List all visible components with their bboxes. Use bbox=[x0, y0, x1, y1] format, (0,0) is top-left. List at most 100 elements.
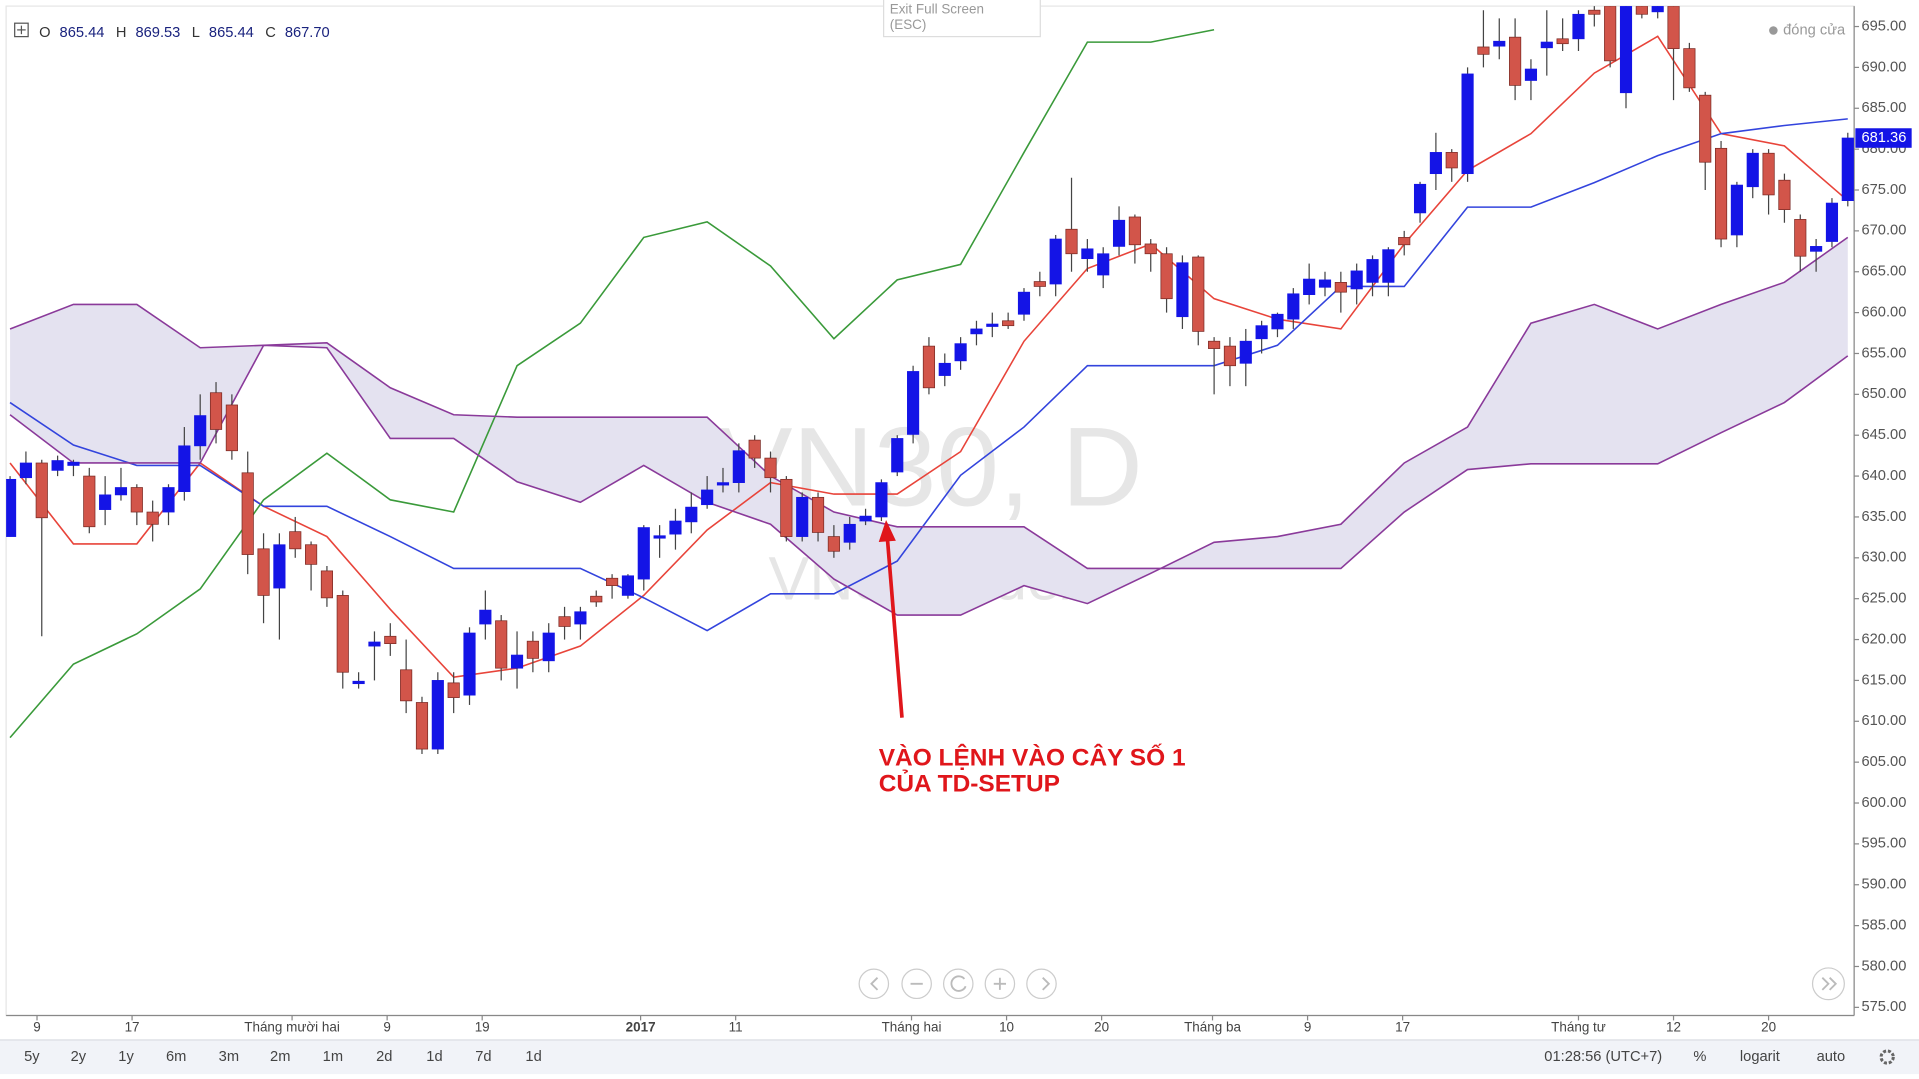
range-button[interactable]: 5y bbox=[24, 1049, 40, 1065]
y-tick-label: 690.00 bbox=[1861, 59, 1906, 75]
candle-body bbox=[954, 343, 967, 362]
y-tick-label: 605.00 bbox=[1861, 754, 1906, 770]
candle-body bbox=[685, 506, 698, 523]
candle-body bbox=[1049, 238, 1062, 285]
candle-body bbox=[1017, 291, 1031, 315]
exit-text[interactable]: Exit Full Screen bbox=[890, 1, 984, 16]
range-button[interactable]: 2m bbox=[270, 1049, 290, 1065]
candle-body bbox=[1604, 6, 1617, 62]
candle-body bbox=[732, 450, 745, 483]
clock: 01:28:56 (UTC+7) bbox=[1544, 1049, 1662, 1065]
y-tick-label: 645.00 bbox=[1861, 427, 1906, 443]
candle-body bbox=[1097, 253, 1110, 276]
range-button[interactable]: 3m bbox=[219, 1049, 239, 1065]
indicator-line bbox=[9, 303, 1849, 570]
candle-body bbox=[716, 482, 730, 486]
candle-body bbox=[1635, 6, 1648, 15]
candle-body bbox=[1810, 246, 1823, 252]
x-tick-label: 11 bbox=[729, 1019, 743, 1034]
range-button[interactable]: 7d bbox=[475, 1049, 491, 1065]
exit-box[interactable] bbox=[883, 0, 1041, 38]
candle-body bbox=[1683, 48, 1696, 89]
range-button[interactable]: 1m bbox=[323, 1049, 343, 1065]
candle-body bbox=[1002, 320, 1015, 327]
range-button[interactable]: 2d bbox=[376, 1049, 392, 1065]
candle-body bbox=[938, 362, 951, 376]
reset-button[interactable] bbox=[942, 968, 974, 1000]
candle-body bbox=[19, 462, 32, 479]
candle-body bbox=[1366, 259, 1379, 283]
auto-toggle[interactable]: auto bbox=[1817, 1049, 1846, 1065]
candle-body bbox=[99, 494, 112, 510]
y-tick-label: 640.00 bbox=[1861, 468, 1906, 484]
candle-body bbox=[1509, 36, 1522, 86]
candle-body bbox=[1477, 46, 1490, 55]
candle-body bbox=[764, 457, 777, 479]
candle-body bbox=[495, 620, 508, 669]
candle-body bbox=[1556, 38, 1569, 45]
candle-body bbox=[1730, 184, 1743, 236]
candle-body bbox=[178, 445, 191, 492]
candle-body bbox=[1176, 262, 1189, 318]
x-tick-label: 19 bbox=[475, 1019, 490, 1034]
button-icons bbox=[870, 977, 1838, 991]
candle-body bbox=[780, 478, 793, 537]
indicator-line bbox=[9, 29, 1215, 739]
range-button[interactable]: 6m bbox=[166, 1049, 186, 1065]
y-tick-label: 695.00 bbox=[1861, 18, 1906, 34]
x-tick-label: 12 bbox=[1666, 1019, 1681, 1034]
candle-body bbox=[590, 595, 603, 603]
candle-body bbox=[1208, 340, 1221, 349]
x-tick-label: 9 bbox=[33, 1019, 40, 1034]
candle-body bbox=[510, 654, 524, 669]
indicator-line bbox=[9, 35, 1849, 679]
scroll-right-button[interactable] bbox=[1026, 968, 1057, 1000]
candle-body bbox=[1667, 6, 1680, 49]
candle-body bbox=[257, 548, 270, 596]
settings-button[interactable] bbox=[1879, 1049, 1895, 1065]
range-button[interactable]: 1d bbox=[525, 1049, 541, 1065]
candle-body bbox=[1540, 41, 1553, 49]
y-tick-label: 615.00 bbox=[1861, 672, 1906, 688]
range-button[interactable]: 1y bbox=[118, 1049, 134, 1065]
candle-body bbox=[748, 439, 761, 459]
candle-body bbox=[1350, 270, 1363, 290]
candle-body bbox=[1192, 256, 1205, 332]
candle-body bbox=[1794, 219, 1807, 257]
x-tick-label: 20 bbox=[1094, 1019, 1109, 1034]
zoom-controls bbox=[858, 967, 1845, 1001]
candle-body bbox=[827, 536, 840, 552]
ohlc-header: O 865.44 H 869.53 L 865.44 C 867.70 bbox=[14, 22, 330, 41]
candle-body bbox=[130, 487, 143, 513]
toolbar bbox=[0, 1039, 1919, 1075]
candle-body bbox=[970, 328, 983, 335]
candle-body bbox=[209, 392, 223, 430]
candle-body bbox=[241, 472, 254, 555]
ohlc-label: L bbox=[192, 25, 200, 41]
candle-body bbox=[320, 570, 333, 599]
percent-toggle[interactable]: % bbox=[1693, 1049, 1706, 1065]
ohlc-value: 865.44 bbox=[209, 25, 254, 41]
y-tick-label: 595.00 bbox=[1861, 836, 1906, 852]
cloud-fill bbox=[10, 237, 1848, 616]
exit-fullscreen[interactable]: Exit Full Screen (ESC) bbox=[883, 0, 1041, 38]
range-button[interactable]: 2y bbox=[71, 1049, 87, 1065]
ohlc-value: 865.44 bbox=[60, 25, 105, 41]
x-tick-label: 9 bbox=[383, 1019, 390, 1034]
range-button[interactable]: 1d bbox=[426, 1049, 442, 1065]
candle-body bbox=[336, 595, 349, 673]
scroll-left-button[interactable] bbox=[858, 968, 890, 1000]
candle-body bbox=[431, 680, 444, 750]
log-toggle[interactable]: logarit bbox=[1740, 1049, 1780, 1065]
reset-icon bbox=[950, 975, 967, 992]
candle-body bbox=[1699, 94, 1712, 163]
candle-body bbox=[1445, 152, 1458, 169]
last-price-box bbox=[1855, 128, 1912, 148]
ohlc-value: 869.53 bbox=[135, 25, 180, 41]
candle-body bbox=[225, 404, 238, 452]
x-tick-label: Tháng tư bbox=[1551, 1019, 1606, 1034]
exit-text[interactable]: (ESC) bbox=[890, 17, 927, 32]
candle-body bbox=[1572, 13, 1585, 40]
expand-icon[interactable] bbox=[14, 22, 29, 38]
